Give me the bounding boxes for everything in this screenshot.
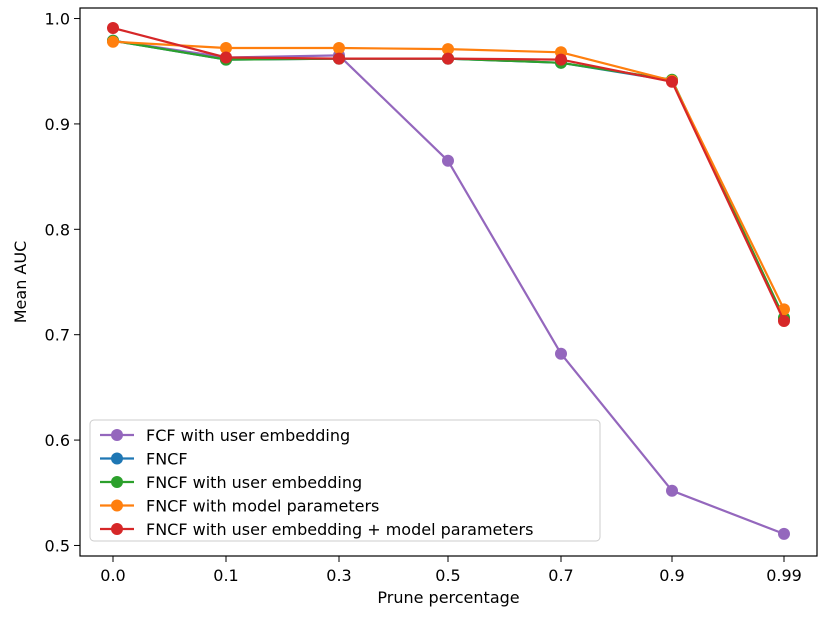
y-tick-label: 0.9 xyxy=(45,115,70,134)
y-axis-label: Mean AUC xyxy=(11,241,30,324)
data-point xyxy=(442,52,454,65)
data-point xyxy=(442,154,454,167)
data-point xyxy=(220,42,232,54)
y-tick-label: 0.6 xyxy=(45,431,70,450)
series-layer xyxy=(107,22,790,540)
x-tick-label: 0.3 xyxy=(326,566,351,585)
x-tick-label: 0.9 xyxy=(659,566,684,585)
legend-label: FNCF with user embedding + model paramet… xyxy=(146,520,533,539)
legend-box xyxy=(89,419,601,542)
x-tick-label: 0.5 xyxy=(435,566,460,585)
y-tick-label: 0.7 xyxy=(45,326,70,345)
x-axis-label: Prune percentage xyxy=(377,588,519,607)
y-tick-label: 0.5 xyxy=(45,536,70,555)
data-point xyxy=(778,315,790,327)
data-point xyxy=(778,527,790,540)
legend-marker xyxy=(111,452,123,465)
legend-label: FNCF with user embedding xyxy=(146,473,362,492)
data-point xyxy=(442,43,454,56)
data-point xyxy=(107,22,119,34)
x-tick-label: 0.1 xyxy=(213,566,238,585)
data-point xyxy=(107,35,119,48)
series-5 xyxy=(107,22,790,327)
x-axis-ticks: 0.0 0.1 0.3 0.5 0.7 0.9 0.99 xyxy=(100,556,802,585)
x-tick-label: 0.99 xyxy=(766,566,802,585)
legend-marker xyxy=(111,476,123,488)
legend-label: FCF with user embedding xyxy=(146,426,350,445)
legend: FCF with user embedding FNCF FNCF with use… xyxy=(89,419,601,542)
legend-label: FNCF xyxy=(146,450,188,469)
data-point xyxy=(555,347,567,360)
data-point xyxy=(333,42,345,54)
legend-marker xyxy=(111,429,123,441)
data-point xyxy=(220,51,232,64)
data-point xyxy=(333,52,345,65)
data-point xyxy=(555,53,567,66)
data-point xyxy=(666,484,678,497)
y-axis-ticks: 0.5 0.6 0.7 0.8 0.9 1.0 xyxy=(45,10,80,555)
y-tick-label: 0.8 xyxy=(45,220,70,239)
legend-label: FNCF with model parameters xyxy=(146,497,379,516)
legend-marker xyxy=(111,499,123,512)
x-tick-label: 0.0 xyxy=(100,566,125,585)
x-tick-label: 0.7 xyxy=(548,566,573,585)
y-tick-label: 1.0 xyxy=(45,10,70,29)
legend-marker xyxy=(111,523,123,535)
data-point xyxy=(666,75,678,88)
